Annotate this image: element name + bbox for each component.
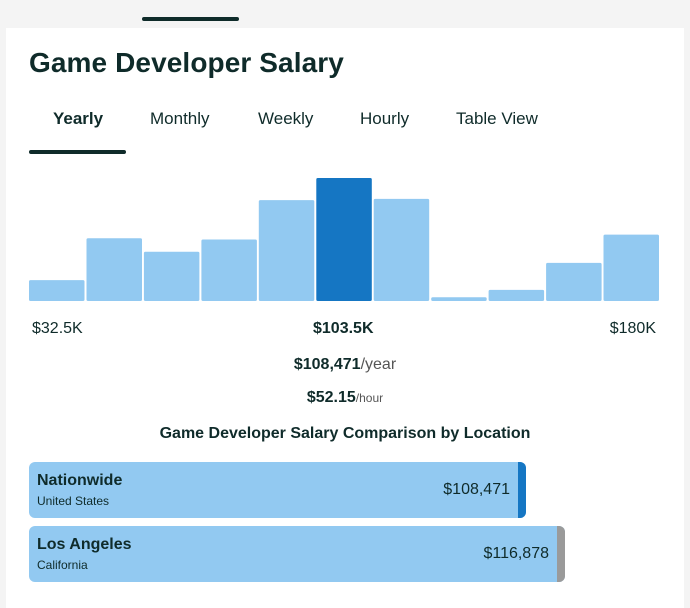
active-tab-underline <box>29 150 126 154</box>
axis-median-label: $103.5K <box>313 320 374 337</box>
location-salary: $108,471 <box>443 481 510 498</box>
location-name: Los Angeles <box>37 536 132 553</box>
tab-hourly[interactable]: Hourly <box>360 109 410 128</box>
axis-max-label: $180K <box>609 320 656 337</box>
location-salary: $116,878 <box>483 545 549 562</box>
salary-histogram <box>29 178 659 301</box>
histogram-bar <box>201 239 257 301</box>
page-title: Game Developer Salary <box>29 47 344 78</box>
location-region: United States <box>37 494 110 508</box>
tab-table-view[interactable]: Table View <box>456 109 538 128</box>
tab-yearly[interactable]: Yearly <box>53 109 104 128</box>
histogram-bar <box>546 262 602 301</box>
tab-weekly[interactable]: Weekly <box>258 109 314 128</box>
histogram-bar <box>86 238 142 301</box>
histogram-bar <box>258 200 315 301</box>
yearly-salary-amount: $108,471 <box>293 356 361 373</box>
axis-min-label: $32.5K <box>32 320 83 337</box>
hourly-salary-amount: $52.15 <box>306 389 356 406</box>
location-bar-end-cap <box>557 526 565 582</box>
histogram-bar <box>431 297 487 301</box>
histogram-bar <box>603 234 659 301</box>
yearly-salary-unit: /year <box>360 356 397 373</box>
histogram-bar-median <box>316 178 372 301</box>
top-scroll-indicator <box>142 17 239 21</box>
hourly-salary-summary: $52.15/hour <box>0 389 690 407</box>
histogram-bar <box>373 198 430 301</box>
tab-monthly[interactable]: Monthly <box>150 109 210 128</box>
comparison-title: Game Developer Salary Comparison by Loca… <box>159 425 531 442</box>
histogram-bar <box>488 289 545 301</box>
hourly-salary-unit: /hour <box>355 391 384 405</box>
location-bar-end-cap <box>518 462 526 518</box>
period-tabs: Yearly Monthly Weekly Hourly Table View <box>0 106 690 156</box>
location-name: Nationwide <box>37 472 123 489</box>
location-region: California <box>37 558 88 572</box>
histogram-bar <box>29 280 85 301</box>
histogram-bar <box>143 251 200 301</box>
yearly-salary-summary: $108,471/year <box>0 356 690 374</box>
location-bar-nationwide[interactable]: Nationwide United States $108,471 <box>29 462 526 518</box>
location-bar-los-angeles[interactable]: Los Angeles California $116,878 <box>29 526 565 582</box>
